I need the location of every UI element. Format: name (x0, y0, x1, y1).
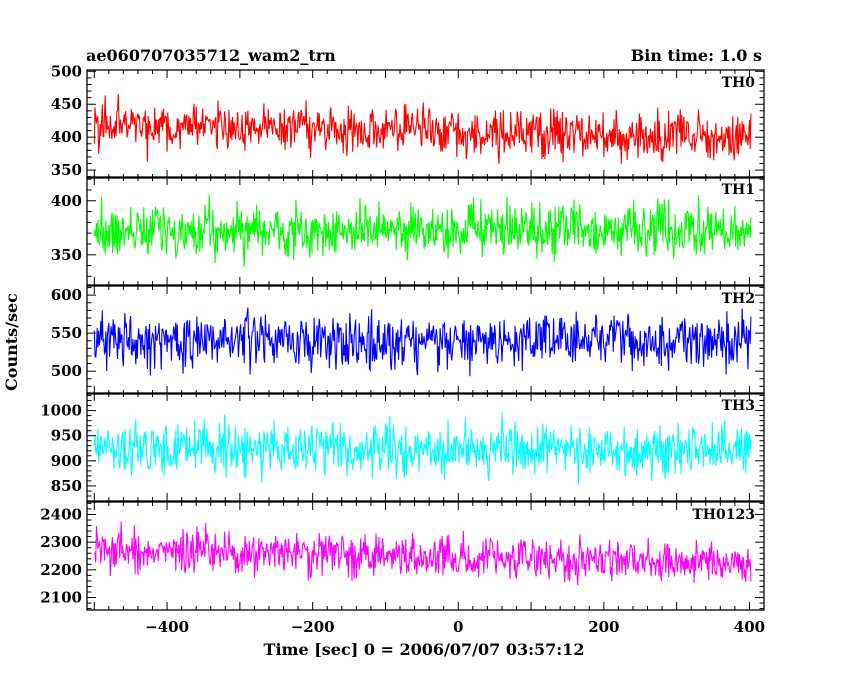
y-tick-label: 400 (51, 128, 82, 146)
panel-label-th1: TH1 (722, 182, 755, 198)
y-tick-label: 2300 (40, 533, 82, 551)
panel-frame (86, 176, 765, 286)
panel-th3: 850 900 950 1000 TH3 (40, 392, 765, 502)
y-tick-label: 400 (51, 192, 82, 210)
x-tick-label: 400 (734, 618, 765, 636)
bin-time-label: Bin time: 1.0 s (631, 46, 762, 65)
y-tick-label: 2100 (40, 589, 82, 607)
panel-frame (86, 501, 765, 611)
panel-th0: 350 400 450 500 TH0 (51, 62, 765, 179)
x-tick-label: −200 (291, 618, 335, 636)
panels-group: 350 400 450 500 TH0 350 400 TH1 500 550 600 TH2 850 9… (40, 62, 765, 611)
panel-label-th3: TH3 (722, 398, 755, 414)
x-axis-label: Time [sec] 0 = 2006/07/07 03:57:12 (264, 640, 585, 659)
y-tick-label: 500 (51, 62, 82, 80)
chart-title: ae060707035712_wam2_trn (86, 46, 336, 65)
series-line-th3 (93, 412, 752, 485)
y-tick-label: 1000 (40, 402, 82, 420)
y-axis-label: Counts/sec (2, 293, 21, 391)
panel-th1: 350 400 TH1 (51, 176, 765, 286)
x-axis: −400 −200 0 200 400 (145, 618, 765, 636)
y-tick-label: 500 (51, 362, 82, 380)
panel-th0123: 2100 2200 2300 2400 TH0123 (40, 501, 765, 611)
panel-th2: 500 550 600 TH2 (51, 285, 765, 395)
x-tick-label: 0 (453, 618, 463, 636)
x-tick-label: −400 (145, 618, 189, 636)
y-tick-label: 600 (51, 286, 82, 304)
y-tick-label: 950 (51, 427, 82, 445)
y-tick-label: 850 (51, 477, 82, 495)
panel-label-th2: TH2 (722, 291, 755, 307)
y-tick-label: 550 (51, 324, 82, 342)
series-line-th0123 (94, 521, 752, 586)
panel-frame (86, 285, 765, 395)
panel-label-th0: TH0 (722, 75, 756, 91)
series-line-th0 (93, 94, 752, 164)
y-tick-label: 900 (51, 452, 82, 470)
panel-label-th0123: TH0123 (692, 507, 755, 523)
y-tick-label: 450 (51, 95, 82, 113)
x-tick-label: 200 (588, 618, 619, 636)
series-line-th2 (93, 307, 752, 377)
y-tick-label: 350 (51, 161, 82, 179)
panel-frame (86, 392, 765, 502)
y-tick-label: 2200 (40, 561, 82, 579)
series-line-th1 (93, 194, 752, 268)
y-tick-label: 2400 (40, 505, 82, 523)
y-tick-label: 350 (51, 246, 82, 264)
